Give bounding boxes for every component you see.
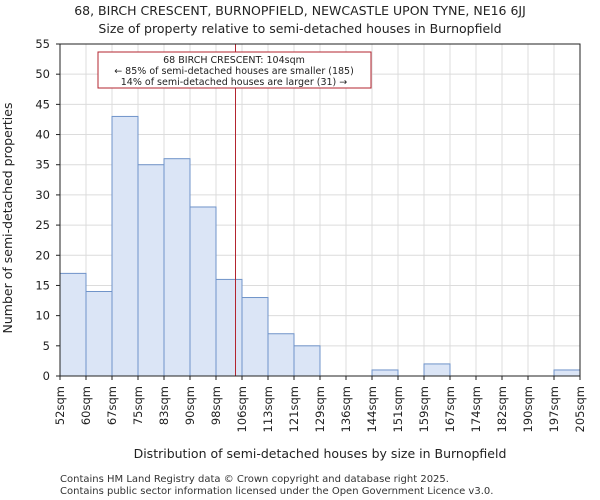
y-tick-label-5: 25 bbox=[35, 218, 50, 232]
x-tick-label-13: 151sqm bbox=[391, 386, 405, 432]
x-tick-label-8: 113sqm bbox=[261, 386, 275, 432]
x-tick-label-6: 98sqm bbox=[209, 386, 223, 425]
x-axis-ticks: 52sqm 60sqm 67sqm 75sqm 83sqm 90sqm 98sqm 106sq… bbox=[53, 376, 587, 432]
y-tick-label-10: 50 bbox=[35, 67, 50, 81]
x-axis-label: Distribution of semi-detached houses by … bbox=[134, 446, 507, 461]
chart-title-line1: 68, BIRCH CRESCENT, BURNOPFIELD, NEWCAST… bbox=[74, 3, 526, 18]
x-tick-label-10: 129sqm bbox=[313, 386, 327, 432]
bar-9 bbox=[293, 345, 321, 377]
x-tick-label-1: 60sqm bbox=[79, 386, 93, 425]
bars bbox=[59, 115, 581, 377]
bar-0 bbox=[59, 272, 87, 377]
x-tick-label-16: 174sqm bbox=[469, 386, 483, 432]
annotation-line3: 14% of semi-detached houses are larger (… bbox=[121, 77, 348, 88]
annotation-frame bbox=[97, 51, 372, 89]
y-axis-ticks: 0 5 10 15 20 25 30 35 40 45 50 55 bbox=[35, 37, 60, 383]
y-tick-label-0: 0 bbox=[43, 369, 50, 383]
x-tick-label-11: 136sqm bbox=[339, 386, 353, 432]
x-tick-label-20: 205sqm bbox=[573, 386, 587, 432]
bar-8 bbox=[267, 333, 295, 377]
bar-5 bbox=[189, 206, 217, 377]
x-tick-label-14: 159sqm bbox=[417, 386, 431, 432]
x-tick-label-15: 167sqm bbox=[443, 386, 457, 432]
footer-line1: Contains HM Land Registry data © Crown c… bbox=[60, 474, 449, 485]
x-tick-label-12: 144sqm bbox=[365, 386, 379, 432]
bar-19 bbox=[553, 369, 581, 377]
y-tick-label-8: 40 bbox=[35, 128, 50, 142]
bar-4 bbox=[163, 158, 191, 377]
y-axis-label: Number of semi-detached properties bbox=[0, 103, 15, 334]
footer-line2: Contains public sector information licen… bbox=[60, 486, 493, 497]
annotation-box: 68 BIRCH CRESCENT: 104sqm ← 85% of semi-… bbox=[97, 51, 372, 89]
x-tick-label-7: 106sqm bbox=[235, 386, 249, 432]
x-tick-label-5: 90sqm bbox=[183, 386, 197, 425]
x-tick-label-19: 197sqm bbox=[547, 386, 561, 432]
bar-6 bbox=[215, 278, 243, 377]
x-tick-label-0: 52sqm bbox=[53, 386, 67, 425]
y-tick-label-2: 10 bbox=[35, 309, 50, 323]
y-tick-label-3: 15 bbox=[35, 278, 50, 292]
bar-14 bbox=[423, 363, 451, 377]
x-tick-label-18: 190sqm bbox=[521, 386, 535, 432]
annotation-line2: ← 85% of semi-detached houses are smalle… bbox=[114, 66, 354, 77]
y-tick-label-11: 55 bbox=[35, 37, 50, 51]
chart-title-line2: Size of property relative to semi-detach… bbox=[98, 21, 501, 36]
bar-12 bbox=[371, 369, 399, 377]
bar-3 bbox=[137, 164, 165, 377]
y-tick-label-4: 20 bbox=[35, 248, 50, 262]
x-tick-label-17: 182sqm bbox=[495, 386, 509, 432]
bar-2 bbox=[111, 115, 139, 377]
bar-7 bbox=[241, 297, 269, 377]
y-tick-label-7: 35 bbox=[35, 158, 50, 172]
x-tick-label-4: 83sqm bbox=[157, 386, 171, 425]
bar-1 bbox=[85, 290, 113, 377]
x-tick-label-3: 75sqm bbox=[131, 386, 145, 425]
y-tick-label-9: 45 bbox=[35, 97, 50, 111]
x-tick-label-2: 67sqm bbox=[105, 386, 119, 425]
y-tick-label-6: 30 bbox=[35, 188, 50, 202]
annotation-line1: 68 BIRCH CRESCENT: 104sqm bbox=[163, 55, 305, 66]
y-tick-label-1: 5 bbox=[43, 339, 50, 353]
x-tick-label-9: 121sqm bbox=[287, 386, 301, 432]
